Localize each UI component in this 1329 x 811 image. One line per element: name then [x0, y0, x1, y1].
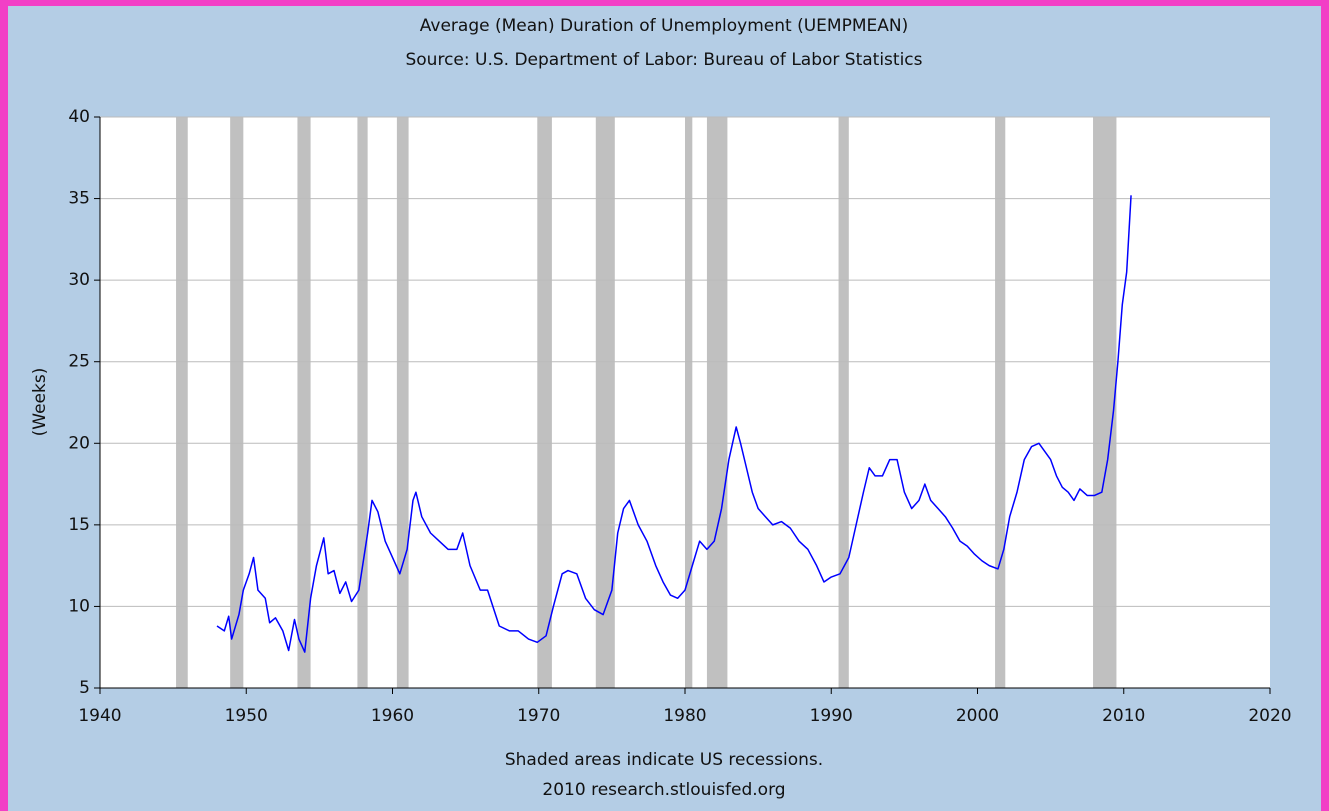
y-tick-label: 15: [68, 515, 90, 535]
y-tick-label: 5: [79, 678, 90, 698]
footnote: 2010 research.stlouisfed.org: [542, 780, 785, 800]
y-tick-label: 35: [68, 189, 90, 209]
recession-band: [706, 117, 728, 688]
recession-band: [230, 117, 244, 688]
recession-band: [297, 117, 311, 688]
chart-title: Average (Mean) Duration of Unemployment …: [420, 16, 908, 36]
footnote: Shaded areas indicate US recessions.: [505, 750, 823, 770]
recession-band: [595, 117, 615, 688]
data-line: [216, 195, 1132, 653]
recession-band: [685, 117, 693, 688]
recession-band: [537, 117, 552, 688]
x-tick-label: 1990: [810, 706, 853, 726]
chart-subtitle: Source: U.S. Department of Labor: Bureau…: [405, 50, 922, 70]
y-tick-label: 30: [68, 270, 90, 290]
recession-band: [396, 117, 409, 688]
y-tick-label: 10: [68, 596, 90, 616]
x-tick-label: 1960: [371, 706, 414, 726]
recession-band: [1093, 117, 1117, 688]
y-axis-label: (Weeks): [30, 368, 50, 437]
x-tick-label: 1950: [225, 706, 268, 726]
recession-band: [357, 117, 368, 688]
x-tick-label: 2000: [956, 706, 999, 726]
recession-band: [838, 117, 849, 688]
y-tick-label: 20: [68, 433, 90, 453]
y-tick-label: 40: [68, 107, 90, 127]
x-tick-label: 1980: [663, 706, 706, 726]
x-tick-label: 2010: [1102, 706, 1145, 726]
x-tick-label: 1970: [517, 706, 560, 726]
y-tick-label: 25: [68, 352, 90, 372]
recession-band: [995, 117, 1006, 688]
x-tick-label: 2020: [1248, 706, 1291, 726]
recession-band: [176, 117, 188, 688]
x-tick-label: 1940: [78, 706, 121, 726]
